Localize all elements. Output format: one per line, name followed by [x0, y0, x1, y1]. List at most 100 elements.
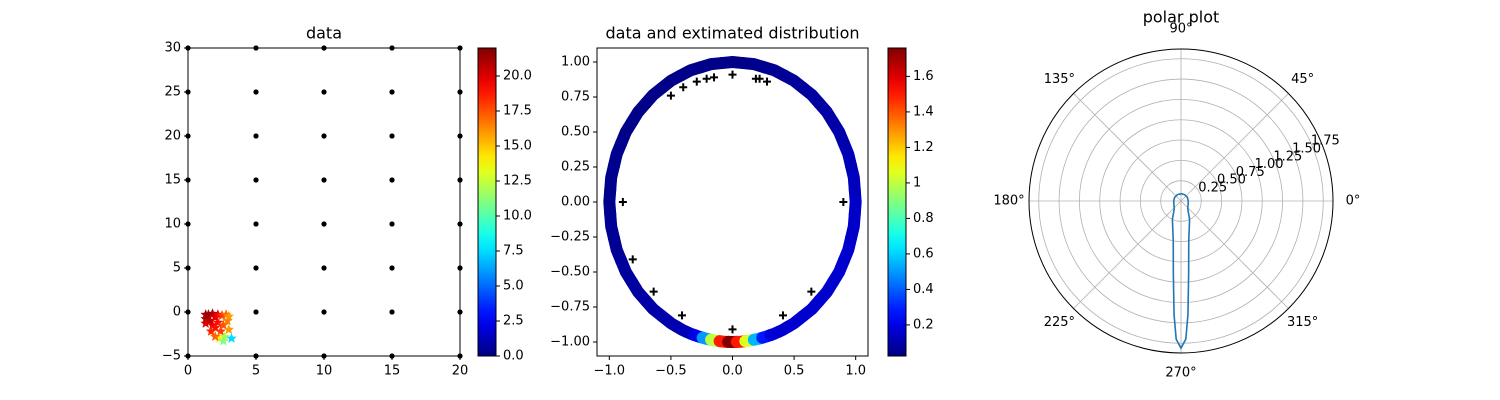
plus-point	[692, 77, 701, 86]
colorbar-tick-label: 0.0	[503, 349, 524, 364]
colorbar-tick-label: 17.5	[503, 104, 532, 119]
plus-point	[807, 287, 816, 296]
x-tick-label: 1.0	[845, 364, 866, 379]
colorbar-tick-label: 0.8	[913, 211, 934, 226]
y-tick-label: 10	[164, 217, 181, 232]
y-tick-label: −1.00	[550, 335, 590, 350]
plus-point	[677, 311, 686, 320]
colorbar	[887, 47, 907, 357]
x-tick-label: 15	[384, 364, 401, 379]
y-tick-label: 0.75	[561, 90, 590, 105]
theta-tick-label: 180°	[993, 194, 1024, 209]
y-tick-label: −0.50	[550, 265, 590, 280]
point	[321, 309, 327, 315]
colorbar-tick-label: 1	[913, 175, 921, 190]
theta-tick-label: 270°	[1165, 366, 1196, 381]
colorbar-tick-label: 0.6	[913, 246, 934, 261]
plus-point	[728, 70, 737, 79]
colorbar-tick-label: 0.2	[913, 317, 934, 332]
polar-frame	[1028, 48, 1334, 354]
colorbar-tick-label: 12.5	[503, 174, 532, 189]
colorbar-tick-label: 5.0	[503, 279, 524, 294]
point	[253, 89, 259, 95]
star-point	[216, 310, 228, 320]
colorbar-tick-label: 10.0	[503, 209, 532, 224]
y-tick-label: 20	[164, 129, 181, 144]
theta-tick-label: 0°	[1346, 194, 1361, 209]
chart-title: data and extimated distribution	[606, 24, 860, 43]
x-tick-label: 0.0	[722, 364, 743, 379]
polar-line	[1171, 192, 1191, 350]
plus-point	[839, 198, 848, 206]
star-point	[222, 315, 233, 326]
point	[253, 133, 259, 139]
y-tick-label: 25	[164, 85, 181, 100]
theta-tick-label: 90°	[1169, 22, 1192, 37]
star-point	[212, 317, 224, 327]
x-tick-label: −1.0	[594, 364, 626, 379]
plus-point	[702, 74, 711, 83]
star-point	[226, 332, 237, 343]
grid-spoke	[1180, 200, 1289, 309]
star-point	[223, 310, 234, 321]
r-tick-label: 1.75	[1311, 134, 1340, 149]
chart-title: data	[306, 24, 342, 43]
point	[321, 133, 327, 139]
point	[253, 221, 259, 227]
r-tick-label: 0.75	[1236, 165, 1265, 180]
star-point	[204, 315, 215, 326]
theta-tick-label: 135°	[1044, 72, 1075, 87]
y-tick-label: 15	[164, 173, 181, 188]
y-tick-label: 30	[164, 41, 181, 56]
x-tick-label: 5	[252, 364, 260, 379]
y-tick-label: 5	[173, 261, 181, 276]
ring-segment	[845, 208, 861, 245]
point	[321, 265, 327, 271]
point	[253, 177, 259, 183]
r-tick-label: 0.25	[1198, 180, 1227, 195]
point	[321, 89, 327, 95]
colorbar-tick-label: 7.5	[503, 244, 524, 259]
r-tick-label: 1.50	[1292, 141, 1321, 156]
colorbar-tick-label: 1.4	[913, 104, 934, 119]
y-tick-label: 0.50	[561, 125, 590, 140]
axes-frame	[187, 47, 461, 357]
star-point	[210, 322, 221, 333]
point	[321, 177, 327, 183]
theta-tick-label: 315°	[1287, 315, 1318, 330]
plus-point	[762, 77, 771, 86]
r-tick-label: 1.00	[1255, 157, 1284, 172]
point	[389, 221, 395, 227]
theta-tick-label: 45°	[1291, 72, 1314, 87]
colorbar-tick-label: 20.0	[503, 69, 532, 84]
star-point	[200, 317, 211, 328]
x-tick-label: −0.5	[655, 364, 687, 379]
y-tick-label: −0.75	[550, 300, 590, 315]
point	[389, 89, 395, 95]
grid-spoke	[1073, 93, 1182, 202]
axes-frame	[596, 47, 869, 357]
colorbar-tick-label: 1.2	[913, 140, 934, 155]
grid-spoke	[1180, 93, 1289, 202]
y-tick-label: −0.25	[550, 230, 590, 245]
star-point	[210, 311, 221, 322]
point	[253, 265, 259, 271]
theta-tick-label: 225°	[1044, 315, 1075, 330]
y-tick-label: 0.00	[561, 195, 590, 210]
point	[253, 309, 259, 315]
plus-point	[728, 325, 737, 334]
colorbar-tick-label: 1.6	[913, 69, 934, 84]
x-tick-label: 20	[452, 364, 469, 379]
plus-point	[710, 73, 719, 82]
colorbar-tick-label: 15.0	[503, 139, 532, 154]
x-tick-label: 0.5	[784, 364, 805, 379]
star-point	[203, 309, 214, 320]
star-point	[215, 325, 226, 336]
plus-point	[779, 311, 788, 320]
r-tick-label: 0.50	[1217, 173, 1246, 188]
colorbar	[477, 47, 497, 357]
plus-point	[679, 83, 688, 92]
x-tick-label: 0	[184, 364, 192, 379]
colorbar-tick-label: 0.4	[913, 282, 934, 297]
